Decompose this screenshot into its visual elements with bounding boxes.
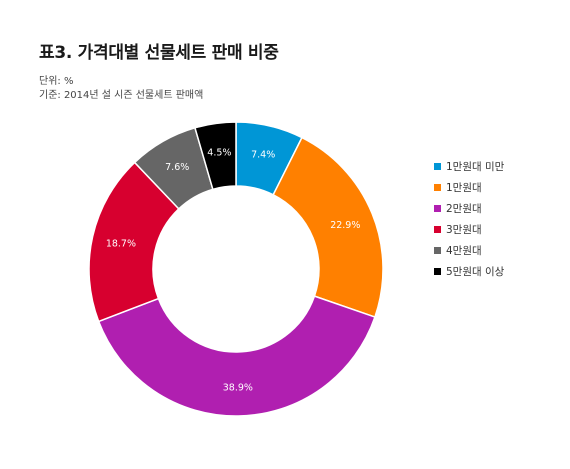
legend-item: 3만원대 (434, 219, 504, 240)
slice-value-label: 7.4% (251, 150, 275, 161)
slice-value-label: 38.9% (223, 382, 253, 393)
legend-label: 3만원대 (446, 224, 482, 236)
legend-swatch (434, 247, 441, 254)
donut-slice (88, 161, 180, 323)
slice-value-label: 18.7% (106, 238, 136, 249)
legend-label: 5만원대 이상 (446, 266, 505, 278)
donut-slice (194, 121, 237, 191)
legend-item: 1만원대 (434, 177, 504, 198)
legend-swatch (434, 163, 441, 170)
legend-label: 1만원대 미만 (446, 161, 505, 173)
slice-value-label: 4.5% (207, 148, 231, 159)
legend-item: 1만원대 미만 (434, 156, 504, 177)
legend-swatch (434, 205, 441, 212)
slice-value-label: 7.6% (165, 162, 189, 173)
legend-item: 4만원대 (434, 240, 504, 261)
chart-legend: 1만원대 미만 1만원대 2만원대 3만원대 4만원대 5만원대 이상 (434, 156, 504, 282)
legend-item: 2만원대 (434, 198, 504, 219)
donut-slice (97, 295, 376, 417)
donut-slice (272, 136, 384, 319)
slice-value-label: 22.9% (330, 220, 360, 231)
legend-swatch (434, 226, 441, 233)
unit-note: 단위: % (39, 76, 74, 87)
legend-item: 5만원대 이상 (434, 261, 504, 282)
legend-label: 1만원대 (446, 182, 482, 194)
legend-swatch (434, 184, 441, 191)
legend-label: 2만원대 (446, 203, 482, 215)
basis-note: 기준: 2014년 설 시즌 선물세트 판매액 (39, 90, 204, 101)
chart-title: 표3. 가격대별 선물세트 판매 비중 (39, 43, 279, 63)
legend-swatch (434, 268, 441, 275)
legend-label: 4만원대 (446, 245, 482, 257)
